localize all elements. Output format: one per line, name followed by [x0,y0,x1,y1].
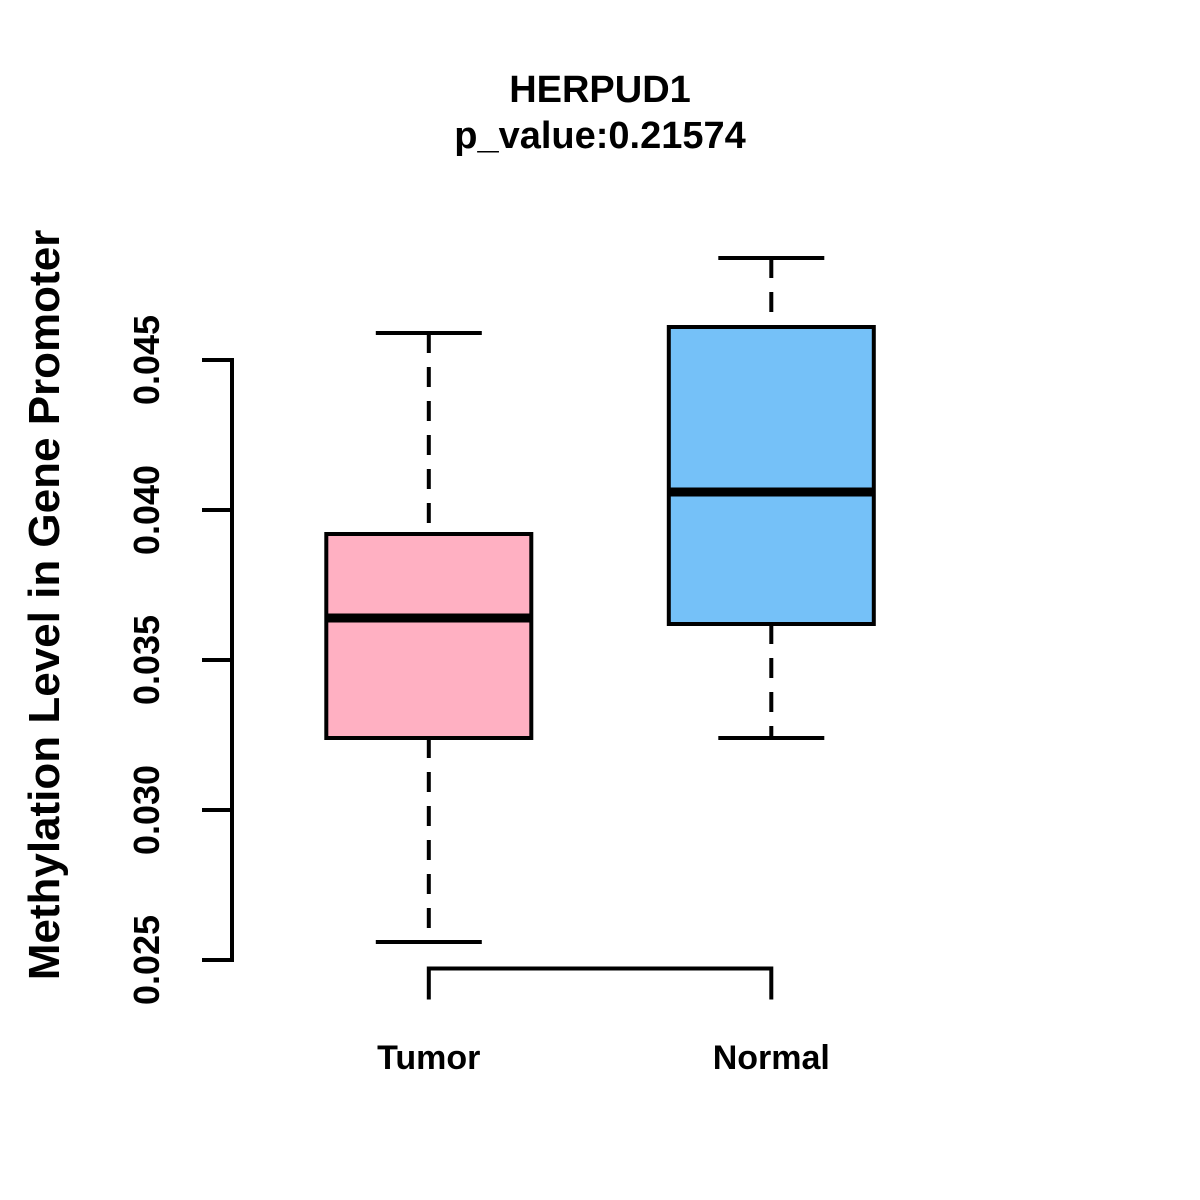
y-tick-label-0030: 0.030 [126,764,167,856]
chart-title: HERPUD1 [509,69,691,111]
y-axis [202,358,234,962]
y-tick-label-0025: 0.025 [126,914,167,1006]
y-tick-label-0045: 0.045 [126,314,167,406]
y-tick-label-0035: 0.035 [126,614,167,706]
x-axis [426,966,774,1000]
x-category-label-normal: Normal [712,1039,830,1077]
normal-box [666,325,876,626]
y-axis-label: Methylation Level in Gene Promoter [20,229,69,981]
tumor-box [324,532,534,740]
x-category-label-tumor: Tumor [377,1039,481,1077]
chart-subtitle-pvalue: p_value:0.21574 [454,115,746,157]
y-tick-label-0040: 0.040 [126,464,167,556]
